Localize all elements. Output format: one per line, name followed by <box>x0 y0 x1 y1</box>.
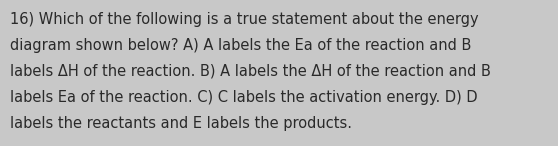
Text: labels ΔH of the reaction. B) A labels the ΔH of the reaction and B: labels ΔH of the reaction. B) A labels t… <box>10 64 491 79</box>
Text: 16) Which of the following is a true statement about the energy: 16) Which of the following is a true sta… <box>10 12 479 27</box>
Text: labels the reactants and E labels the products.: labels the reactants and E labels the pr… <box>10 116 352 131</box>
Text: diagram shown below? A) A labels the Ea of the reaction and B: diagram shown below? A) A labels the Ea … <box>10 38 472 53</box>
Text: labels Ea of the reaction. C) C labels the activation energy. D) D: labels Ea of the reaction. C) C labels t… <box>10 90 478 105</box>
